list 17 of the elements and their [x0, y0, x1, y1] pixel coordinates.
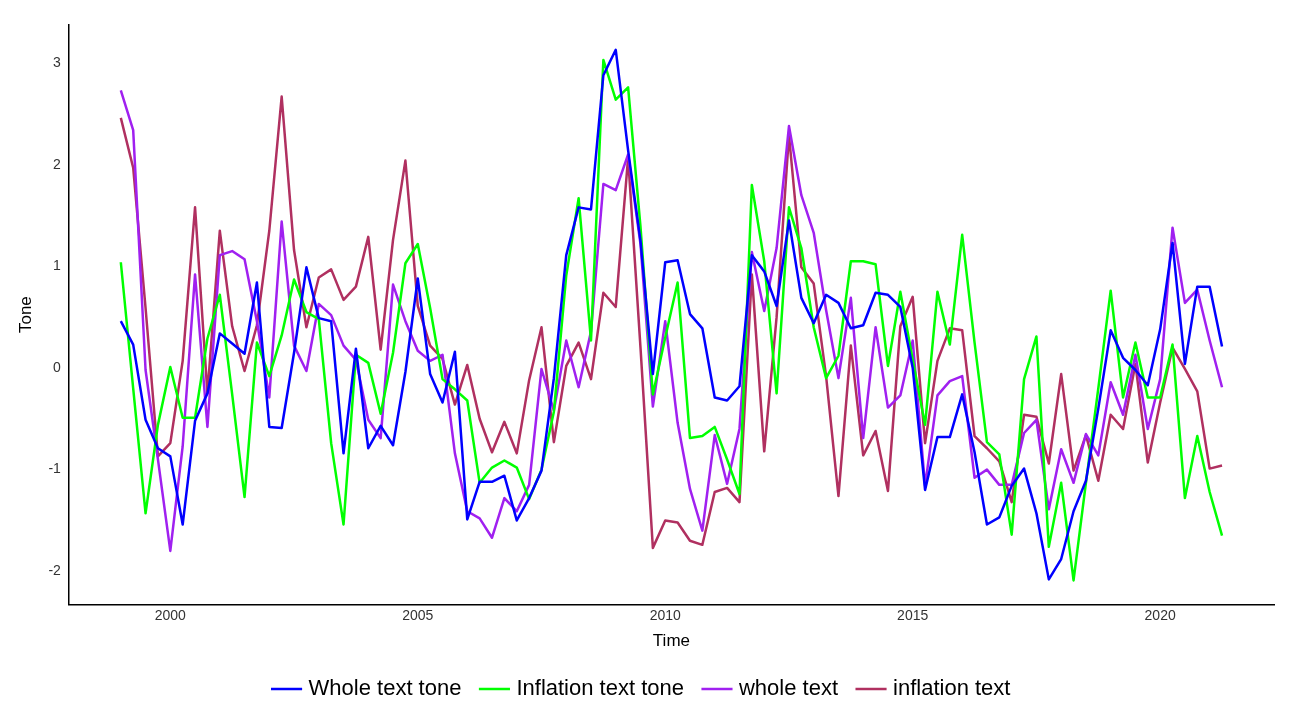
y-axis-title: Tone: [15, 296, 35, 334]
legend-label: Whole text tone: [308, 675, 462, 701]
y-tick-label: -1: [48, 460, 62, 477]
legend-label: Inflation text tone: [516, 675, 684, 701]
y-tick-label: 2: [53, 155, 62, 172]
x-tick-label: 2020: [1144, 607, 1176, 624]
legend-label: whole text: [737, 675, 839, 701]
y-tick-label: 0: [53, 358, 62, 375]
y-tick-label: 1: [53, 257, 62, 274]
y-tick-label: -2: [48, 562, 62, 579]
x-tick-label: 2010: [649, 607, 682, 624]
y-tick-label: 3: [53, 53, 62, 70]
x-axis-title: Time: [652, 631, 690, 651]
x-tick-label: 2000: [154, 607, 187, 624]
x-tick-label: 2015: [897, 607, 929, 624]
legend-label: inflation text: [893, 675, 1011, 701]
x-tick-label: 2005: [402, 607, 434, 624]
